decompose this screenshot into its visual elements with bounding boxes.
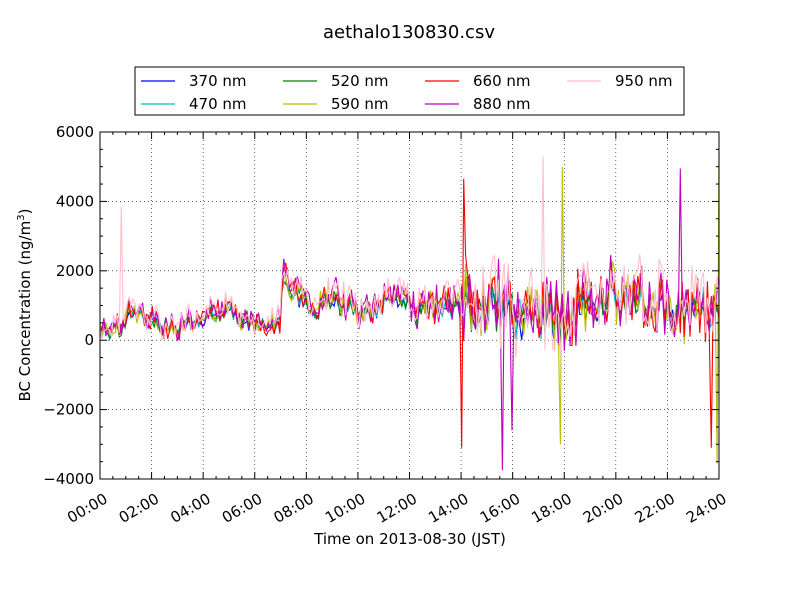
y-axis-label: BC Concentration (ng/m3) <box>16 209 34 402</box>
legend-box <box>134 66 685 116</box>
series-line-950-nm <box>99 156 720 358</box>
y-tick-labels: 6000 4000 2000 0 −2000 −4000 <box>43 123 94 488</box>
chart-title: aethalo130830.csv <box>323 22 495 43</box>
x-tick-label: 06:00 <box>219 490 265 527</box>
y-tick-label: 4000 <box>56 192 94 210</box>
x-tick-label: 04:00 <box>167 490 213 527</box>
axis-ticks <box>99 131 720 480</box>
y-tick-label: 0 <box>84 331 94 349</box>
legend-label: 370 nm <box>189 72 247 90</box>
legend-label: 520 nm <box>331 72 389 90</box>
x-tick-label: 02:00 <box>116 490 162 527</box>
x-tick-label: 08:00 <box>270 490 316 527</box>
x-tick-label: 00:00 <box>64 490 110 527</box>
x-tick-label: 14:00 <box>425 490 471 527</box>
y-tick-label: −4000 <box>43 470 94 488</box>
x-tick-label: 22:00 <box>632 490 678 527</box>
legend-label: 950 nm <box>615 72 673 90</box>
x-tick-label: 20:00 <box>580 490 626 527</box>
series-layer <box>99 152 720 471</box>
y-tick-label: −2000 <box>43 401 94 419</box>
x-tick-label: 18:00 <box>528 490 574 527</box>
legend-label: 590 nm <box>331 95 389 113</box>
x-tick-label: 10:00 <box>322 490 368 527</box>
x-tick-label: 16:00 <box>477 490 523 527</box>
y-tick-label: 6000 <box>56 123 94 141</box>
legend-label: 880 nm <box>473 95 531 113</box>
x-tick-labels: 00:00 02:00 04:00 06:00 08:00 10:00 12:00 14:00… <box>64 490 729 527</box>
legend-label: 660 nm <box>473 72 531 90</box>
x-tick-label: 12:00 <box>374 490 420 527</box>
legend: 370 nm 470 nm 520 nm 590 nm 660 nm 880 nm 950 … <box>134 66 685 116</box>
x-tick-label: 24:00 <box>683 490 729 527</box>
x-axis-label: Time on 2013-08-30 (JST) <box>313 530 506 548</box>
legend-label: 470 nm <box>189 95 247 113</box>
y-tick-label: 2000 <box>56 262 94 280</box>
